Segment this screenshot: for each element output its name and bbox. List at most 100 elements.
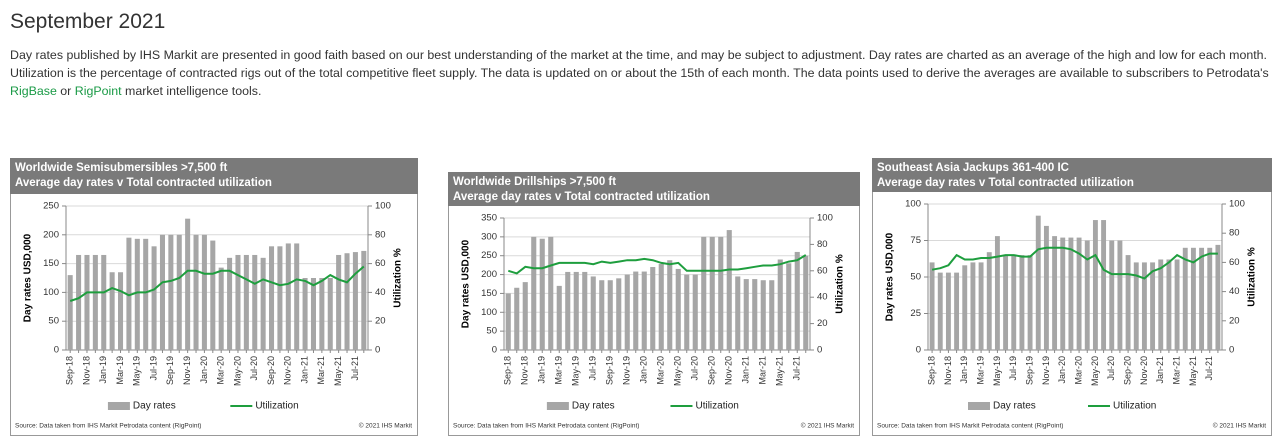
bar bbox=[616, 278, 622, 350]
y-tick-label: 200 bbox=[43, 229, 59, 240]
x-tick-label: May-21 bbox=[1188, 356, 1198, 386]
y2-tick-label: 60 bbox=[1229, 257, 1240, 268]
y2-axis-label: Utilization % bbox=[393, 248, 404, 308]
bar bbox=[1150, 262, 1156, 350]
chart-panel: Southeast Asia Jackups 361-400 IC Average… bbox=[872, 158, 1272, 436]
bar bbox=[522, 282, 528, 350]
x-tick-label: Mar-21 bbox=[1171, 356, 1181, 385]
bar bbox=[743, 279, 749, 350]
x-tick-label: Jan-21 bbox=[1155, 356, 1165, 384]
rigbase-link[interactable]: RigBase bbox=[10, 84, 57, 98]
bar bbox=[1117, 240, 1123, 350]
bar bbox=[185, 218, 191, 350]
bar bbox=[590, 276, 596, 350]
x-tick-label: May-19 bbox=[992, 356, 1002, 386]
y2-tick-label: 100 bbox=[375, 201, 391, 212]
legend-swatch bbox=[968, 402, 990, 410]
x-tick-label: Nov-20 bbox=[283, 356, 293, 385]
rigpoint-link[interactable]: RigPoint bbox=[74, 84, 122, 98]
copyright: © 2021 IHS Markit bbox=[801, 422, 854, 430]
bar bbox=[794, 251, 800, 350]
x-tick-label: Sep-19 bbox=[605, 356, 615, 385]
bar bbox=[168, 234, 174, 350]
bar bbox=[667, 260, 673, 350]
bar bbox=[118, 272, 124, 350]
legend-label: Day rates bbox=[133, 401, 176, 412]
x-tick-label: Sep-18 bbox=[503, 356, 513, 385]
x-tick-label: Jul-20 bbox=[1106, 356, 1116, 381]
bar bbox=[1068, 237, 1074, 350]
bar bbox=[514, 287, 520, 350]
x-tick-label: May-21 bbox=[775, 356, 785, 386]
y2-tick-label: 20 bbox=[817, 318, 828, 329]
bar bbox=[1109, 240, 1115, 350]
bar bbox=[151, 246, 157, 350]
y2-tick-label: 80 bbox=[1229, 228, 1240, 239]
bar bbox=[633, 271, 639, 350]
bar bbox=[1003, 255, 1009, 350]
bar bbox=[986, 252, 992, 350]
bar bbox=[201, 234, 207, 350]
bar bbox=[735, 276, 741, 350]
bar bbox=[531, 236, 537, 350]
bar bbox=[970, 262, 976, 350]
x-tick-label: Nov-18 bbox=[943, 356, 953, 385]
legend-label: Utilization bbox=[1113, 401, 1156, 412]
bar bbox=[1166, 259, 1172, 350]
bar bbox=[319, 278, 325, 350]
x-tick-label: May-19 bbox=[132, 356, 142, 386]
bar bbox=[954, 272, 960, 350]
bar bbox=[218, 267, 224, 350]
bar bbox=[1092, 220, 1098, 350]
bar bbox=[67, 275, 73, 350]
page-title: September 2021 bbox=[10, 10, 166, 33]
x-tick-label: Jul-21 bbox=[1204, 356, 1214, 381]
bar bbox=[1076, 237, 1082, 350]
y-axis-label: Day rates USD,000 bbox=[461, 239, 472, 328]
bar bbox=[675, 268, 681, 350]
chart-subtitle: Average day rates v Total contracted uti… bbox=[453, 191, 710, 203]
chart-panel: Worldwide Drillships >7,500 ft Average da… bbox=[448, 172, 860, 436]
y-tick-label: 150 bbox=[43, 258, 59, 269]
bar bbox=[294, 243, 300, 350]
bar bbox=[1158, 259, 1164, 350]
bar bbox=[1199, 247, 1205, 350]
y-tick-label: 50 bbox=[486, 326, 497, 337]
y-tick-label: 300 bbox=[481, 231, 497, 242]
x-tick-label: Jul-19 bbox=[1008, 356, 1018, 381]
x-tick-label: Sep-19 bbox=[1024, 356, 1034, 385]
x-tick-label: Nov-20 bbox=[724, 356, 734, 385]
bar bbox=[1215, 244, 1221, 350]
y-tick-label: 250 bbox=[481, 250, 497, 261]
x-tick-label: Sep-19 bbox=[165, 356, 175, 385]
y2-tick-label: 100 bbox=[1229, 199, 1245, 210]
x-tick-label: Nov-19 bbox=[1041, 356, 1051, 385]
y2-tick-label: 80 bbox=[375, 229, 386, 240]
x-tick-label: Jan-20 bbox=[199, 356, 209, 384]
bar bbox=[92, 254, 98, 350]
x-tick-label: Jan-20 bbox=[1057, 356, 1067, 384]
x-tick-label: Mar-19 bbox=[115, 356, 125, 385]
y-tick-label: 200 bbox=[481, 269, 497, 280]
bar bbox=[726, 230, 732, 350]
y-tick-label: 75 bbox=[910, 235, 921, 246]
chart-title: Worldwide Semisubmersibles >7,500 ft bbox=[15, 162, 227, 174]
bar bbox=[624, 274, 630, 350]
x-tick-label: Jan-20 bbox=[639, 356, 649, 384]
x-tick-label: Jul-20 bbox=[690, 356, 700, 381]
bar bbox=[937, 272, 943, 350]
bar bbox=[269, 246, 275, 350]
bar bbox=[760, 280, 766, 350]
x-tick-label: Nov-18 bbox=[520, 356, 530, 385]
bar bbox=[777, 259, 783, 350]
bar bbox=[994, 236, 1000, 350]
x-tick-label: Sep-18 bbox=[65, 356, 75, 385]
bar bbox=[539, 238, 545, 350]
bar bbox=[1207, 247, 1213, 350]
bar bbox=[709, 236, 715, 350]
x-tick-label: Sep-20 bbox=[266, 356, 276, 385]
bar bbox=[607, 280, 613, 350]
bar bbox=[235, 254, 241, 350]
x-tick-label: Jan-19 bbox=[959, 356, 969, 384]
